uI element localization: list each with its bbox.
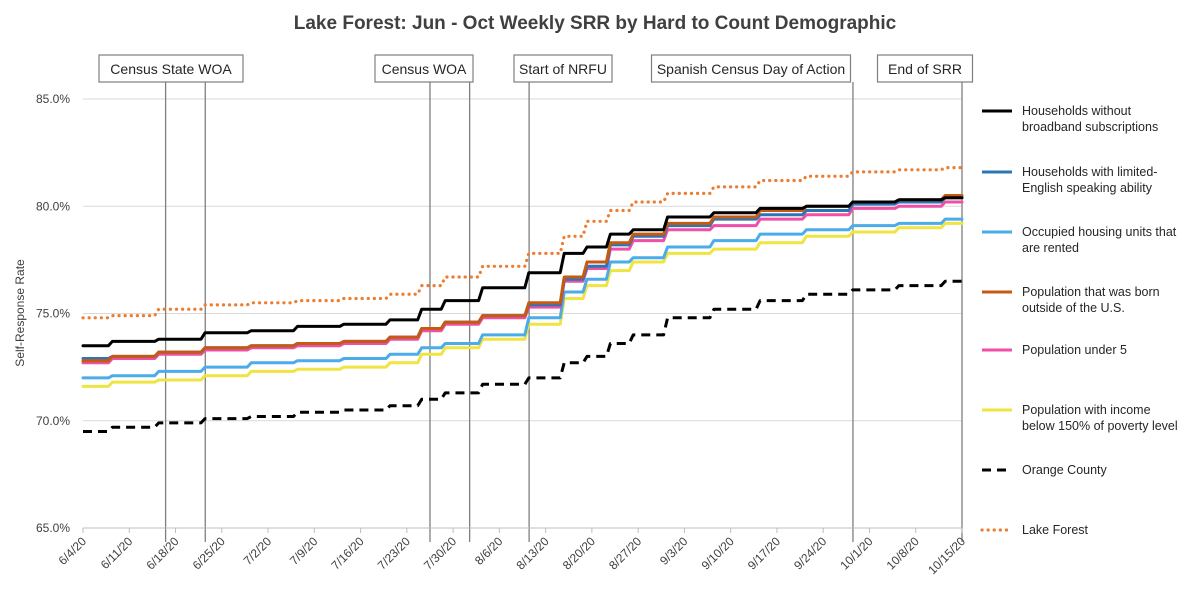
legend-label-line2: English speaking ability <box>1022 181 1153 195</box>
event-label-box <box>374 54 474 83</box>
event-label: Spanish Census Day of Action <box>657 61 845 77</box>
y-axis-label: Self-Response Rate <box>13 259 27 367</box>
legend-label: Population with income <box>1022 403 1151 417</box>
legend-label-line2: outside of the U.S. <box>1022 301 1125 315</box>
legend-label-line2: are rented <box>1022 241 1079 255</box>
x-tick-label: 8/27/20 <box>606 534 644 572</box>
x-tick-label: 7/16/20 <box>328 534 366 572</box>
legend-label: Population that was born <box>1022 285 1160 299</box>
x-tick-label: 9/3/20 <box>657 534 691 568</box>
x-tick-label: 7/23/20 <box>375 534 413 572</box>
legend-label: Orange County <box>1022 463 1108 477</box>
series-line <box>81 196 964 348</box>
event-label: Census WOA <box>382 61 467 77</box>
x-tick-label: 10/15/20 <box>925 534 968 577</box>
x-tick-label: 8/6/20 <box>472 534 506 568</box>
legend-label: Households without <box>1022 104 1132 118</box>
x-tick-label: 9/24/20 <box>791 534 829 572</box>
series-line <box>83 279 962 433</box>
series-line <box>81 194 964 363</box>
x-tick-label: 7/9/20 <box>287 534 321 568</box>
x-tick-label: 6/4/20 <box>56 534 90 568</box>
event-labels: Census State WOA Census WOA Start of NRFU S… <box>98 54 974 83</box>
series-line <box>81 200 964 365</box>
y-tick-label: 70.0% <box>36 414 70 428</box>
x-tick-label: 9/17/20 <box>745 534 783 572</box>
x-tick-label: 6/18/20 <box>143 534 181 572</box>
event-label: End of SRR <box>888 61 962 77</box>
legend-label: Population under 5 <box>1022 343 1127 357</box>
gridlines <box>83 98 962 529</box>
event-label-box <box>876 54 974 83</box>
series-group <box>81 166 964 433</box>
x-tick-label: 10/8/20 <box>884 534 922 572</box>
series-line <box>81 166 964 320</box>
event-label: Start of NRFU <box>519 61 607 77</box>
legend-label-line2: broadband subscriptions <box>1022 120 1158 134</box>
y-tick-label: 75.0% <box>36 307 70 321</box>
legend-label: Occupied housing units that <box>1022 225 1177 239</box>
event-lines <box>164 82 963 542</box>
x-tick-label: 6/25/20 <box>190 534 228 572</box>
event-label-box <box>513 54 613 83</box>
x-tick-label: 9/10/20 <box>699 534 737 572</box>
chart-title: Lake Forest: Jun - Oct Weekly SRR by Har… <box>294 13 897 34</box>
legend-label-line2: below 150% of poverty level <box>1022 419 1178 433</box>
y-tick-label: 85.0% <box>36 92 70 106</box>
legend: Households without broadband subscription… <box>980 104 1178 537</box>
y-tick-label: 65.0% <box>36 521 70 535</box>
series-line <box>81 221 964 388</box>
event-label: Census State WOA <box>110 61 232 77</box>
event-label-box <box>650 54 852 83</box>
x-tick-label: 6/11/20 <box>98 534 136 572</box>
series-line <box>81 217 964 380</box>
x-tick-label: 10/1/20 <box>837 534 875 572</box>
x-tick-label: 8/13/20 <box>514 534 552 572</box>
y-tick-label: 80.0% <box>36 199 70 213</box>
legend-label: Households with limited- <box>1022 165 1157 179</box>
x-tick-label: 7/30/20 <box>421 534 459 572</box>
legend-label: Lake Forest <box>1022 523 1089 537</box>
x-tick-label: 7/2/20 <box>241 534 275 568</box>
x-tick-label: 8/20/20 <box>560 534 598 572</box>
event-label-box <box>98 54 244 83</box>
